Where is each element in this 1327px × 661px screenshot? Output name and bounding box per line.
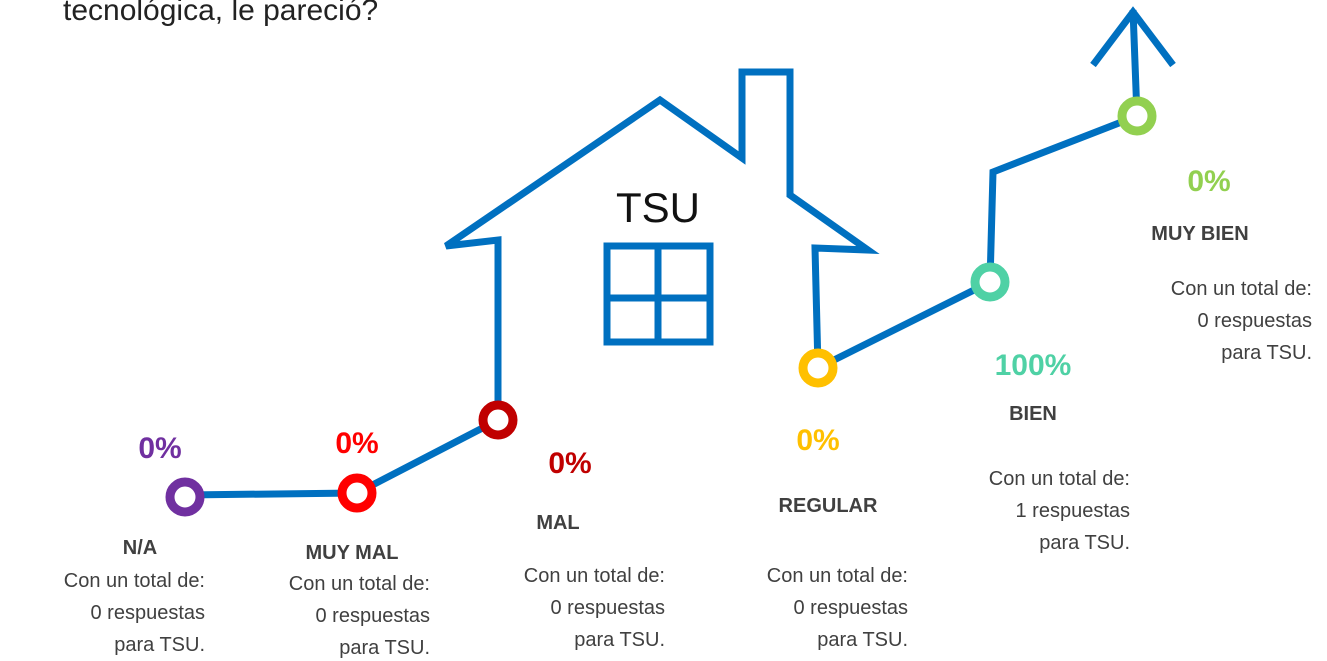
house-label: TSU [616, 184, 700, 231]
path-line [184, 9, 1141, 499]
description: Con un total de: [289, 573, 430, 595]
percent: 100% [995, 349, 1072, 382]
description: Con un total de: [989, 468, 1130, 490]
level-label: MUY BIEN [1151, 223, 1248, 245]
percent: 0% [796, 424, 839, 457]
description: para TSU. [1039, 532, 1130, 554]
description: 0 respuestas [90, 602, 205, 624]
description: para TSU. [339, 637, 430, 659]
description: Con un total de: [524, 565, 665, 587]
node [478, 400, 518, 440]
node [165, 477, 205, 517]
level-label: MUY MAL [306, 542, 399, 564]
description: Con un total de: [1171, 278, 1312, 300]
description: 0 respuestas [793, 597, 908, 619]
description: para TSU. [114, 634, 205, 656]
level-label: BIEN [1009, 403, 1057, 425]
description: para TSU. [574, 629, 665, 651]
title: tecnológica, le pareció? [63, 0, 378, 27]
percent: 0% [1187, 165, 1230, 198]
window [603, 242, 714, 346]
arrow-head [1090, 6, 1176, 68]
level-label: N/A [123, 537, 157, 559]
description: 1 respuestas [1015, 500, 1130, 522]
description: Con un total de: [64, 570, 205, 592]
level-label: MAL [536, 512, 579, 534]
node [337, 473, 377, 513]
description: para TSU. [1221, 342, 1312, 364]
percent: 0% [548, 447, 591, 480]
percent: 0% [335, 427, 378, 460]
node [970, 262, 1010, 302]
percent: 0% [138, 432, 181, 465]
description: 0 respuestas [1197, 310, 1312, 332]
level-label: REGULAR [779, 495, 878, 517]
description: para TSU. [817, 629, 908, 651]
description: 0 respuestas [550, 597, 665, 619]
description: Con un total de: [767, 565, 908, 587]
description: 0 respuestas [315, 605, 430, 627]
node [798, 348, 838, 388]
node [1117, 96, 1157, 136]
